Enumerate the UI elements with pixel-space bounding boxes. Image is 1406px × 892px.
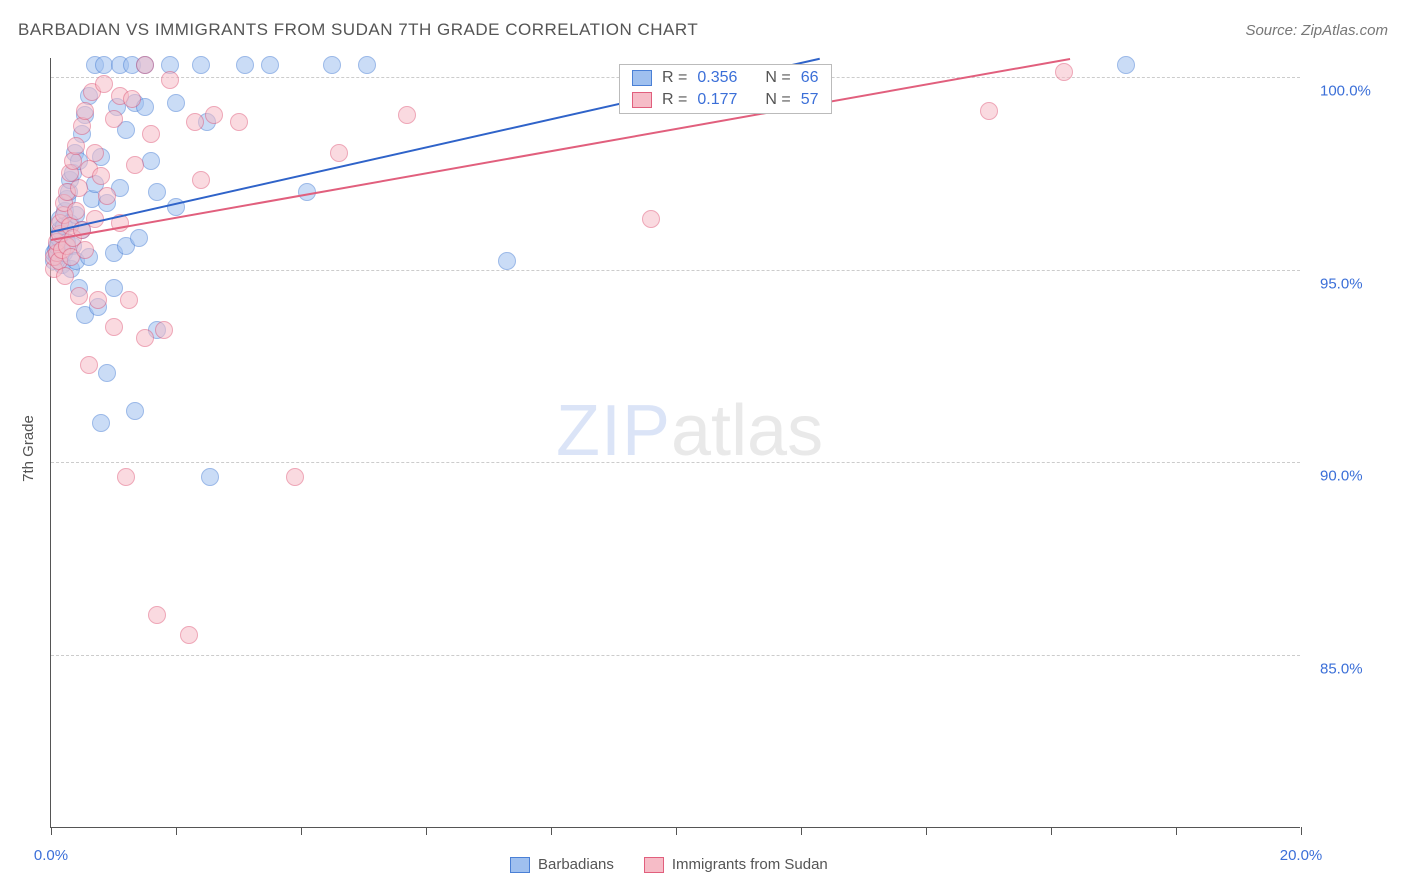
x-tick-label: 0.0%	[34, 847, 68, 864]
scatter-point	[98, 187, 116, 205]
scatter-point	[105, 318, 123, 336]
stat-n-value: 66	[801, 69, 819, 87]
legend-label: Barbadians	[538, 856, 614, 873]
legend-swatch	[632, 92, 652, 108]
y-axis-label: 7th Grade	[20, 415, 37, 482]
legend-swatch	[644, 857, 664, 873]
x-tick-label: 20.0%	[1280, 847, 1323, 864]
scatter-point	[92, 167, 110, 185]
scatter-point	[1117, 56, 1135, 74]
x-tick	[676, 827, 677, 835]
scatter-point	[236, 56, 254, 74]
chart-title: BARBADIAN VS IMMIGRANTS FROM SUDAN 7TH G…	[18, 20, 698, 40]
scatter-point	[73, 117, 91, 135]
scatter-point	[142, 125, 160, 143]
scatter-point	[980, 102, 998, 120]
x-tick	[551, 827, 552, 835]
x-tick	[801, 827, 802, 835]
scatter-point	[142, 152, 160, 170]
scatter-point	[67, 137, 85, 155]
scatter-point	[167, 94, 185, 112]
x-tick	[176, 827, 177, 835]
x-tick	[1051, 827, 1052, 835]
scatter-point	[148, 183, 166, 201]
stat-r-label: R =	[662, 91, 687, 109]
scatter-point	[358, 56, 376, 74]
scatter-point	[105, 279, 123, 297]
scatter-point	[56, 267, 74, 285]
scatter-point	[76, 241, 94, 259]
stats-box: R = 0.356 N = 66 R = 0.177 N = 57	[619, 64, 832, 114]
scatter-point	[123, 90, 141, 108]
gridline	[51, 270, 1300, 271]
scatter-point	[230, 113, 248, 131]
scatter-point	[89, 291, 107, 309]
scatter-point	[67, 202, 85, 220]
scatter-point	[136, 329, 154, 347]
scatter-point	[148, 606, 166, 624]
scatter-point	[117, 468, 135, 486]
stats-row: R = 0.356 N = 66	[620, 67, 831, 89]
legend-item: Immigrants from Sudan	[644, 856, 828, 873]
stat-r-value: 0.177	[697, 91, 737, 109]
bottom-legend: Barbadians Immigrants from Sudan	[510, 856, 828, 873]
scatter-point	[95, 75, 113, 93]
stat-r-label: R =	[662, 69, 687, 87]
y-tick-label: 90.0%	[1320, 468, 1363, 485]
y-tick-label: 95.0%	[1320, 275, 1363, 292]
scatter-point	[155, 321, 173, 339]
legend-item: Barbadians	[510, 856, 614, 873]
scatter-point	[330, 144, 348, 162]
stat-n-value: 57	[801, 91, 819, 109]
y-tick-label: 85.0%	[1320, 660, 1363, 677]
x-tick	[1176, 827, 1177, 835]
scatter-point	[130, 229, 148, 247]
x-tick	[1301, 827, 1302, 835]
gridline	[51, 655, 1300, 656]
scatter-point	[161, 71, 179, 89]
x-tick	[301, 827, 302, 835]
scatter-point	[76, 102, 94, 120]
stat-r-value: 0.356	[697, 69, 737, 87]
scatter-point	[323, 56, 341, 74]
scatter-point	[86, 144, 104, 162]
stats-row: R = 0.177 N = 57	[620, 89, 831, 111]
trend-line	[51, 58, 1070, 241]
scatter-point	[92, 414, 110, 432]
stat-n-label: N =	[765, 69, 790, 87]
y-tick-label: 100.0%	[1320, 83, 1371, 100]
x-tick	[51, 827, 52, 835]
scatter-point	[201, 468, 219, 486]
scatter-point	[126, 156, 144, 174]
scatter-point	[192, 56, 210, 74]
scatter-point	[286, 468, 304, 486]
scatter-point	[80, 356, 98, 374]
scatter-point	[180, 626, 198, 644]
header: BARBADIAN VS IMMIGRANTS FROM SUDAN 7TH G…	[18, 20, 1388, 40]
legend-label: Immigrants from Sudan	[672, 856, 828, 873]
scatter-point	[105, 110, 123, 128]
scatter-point	[120, 291, 138, 309]
x-tick	[926, 827, 927, 835]
scatter-point	[70, 179, 88, 197]
scatter-point	[205, 106, 223, 124]
scatter-point	[186, 113, 204, 131]
scatter-point	[498, 252, 516, 270]
scatter-point	[398, 106, 416, 124]
scatter-point	[136, 56, 154, 74]
source-label: Source: ZipAtlas.com	[1245, 22, 1388, 39]
scatter-point	[261, 56, 279, 74]
scatter-point	[70, 287, 88, 305]
stat-n-label: N =	[765, 91, 790, 109]
scatter-point	[1055, 63, 1073, 81]
legend-swatch	[632, 70, 652, 86]
scatter-point	[642, 210, 660, 228]
x-tick	[426, 827, 427, 835]
scatter-plot: 85.0%90.0%95.0%100.0%0.0%20.0%R =0.356N …	[50, 58, 1300, 828]
legend-swatch	[510, 857, 530, 873]
gridline	[51, 462, 1300, 463]
scatter-point	[126, 402, 144, 420]
scatter-point	[98, 364, 116, 382]
scatter-point	[192, 171, 210, 189]
